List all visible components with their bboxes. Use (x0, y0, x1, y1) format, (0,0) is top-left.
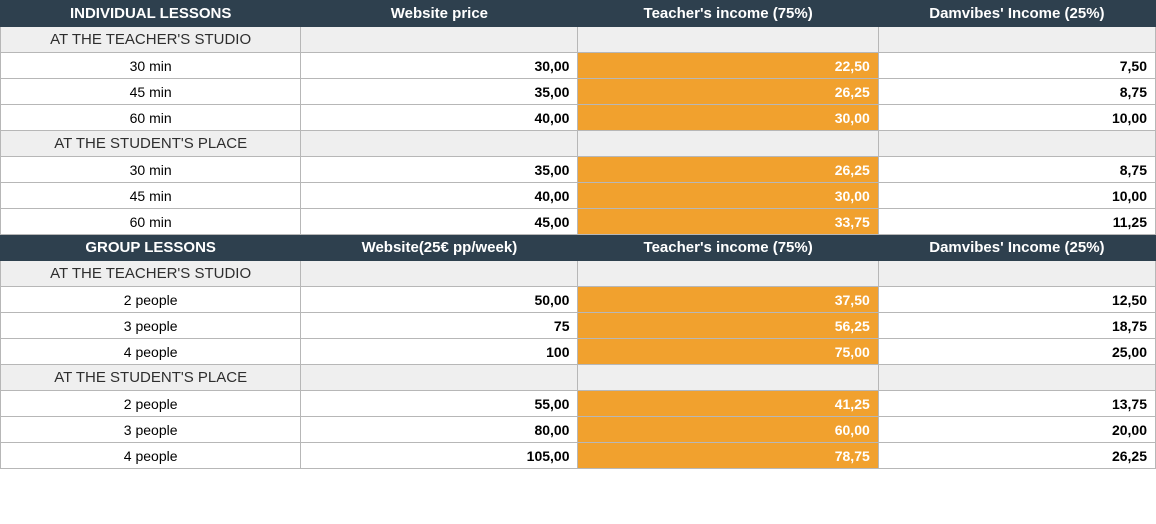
teacher-income-cell: 30,00 (578, 105, 878, 131)
row-label: 3 people (1, 417, 301, 443)
damvibes-income-cell: 10,00 (878, 183, 1155, 209)
row-label: 2 people (1, 287, 301, 313)
damvibes-income-cell: 8,75 (878, 157, 1155, 183)
section-label: AT THE STUDENT'S PLACE (1, 131, 301, 157)
damvibes-income-cell: 10,00 (878, 105, 1155, 131)
damvibes-income-cell: 25,00 (878, 339, 1155, 365)
price-cell: 35,00 (301, 79, 578, 105)
table-row: 2 people 55,00 41,25 13,75 (1, 391, 1156, 417)
blank-cell (301, 261, 578, 287)
table-row: 30 min 35,00 26,25 8,75 (1, 157, 1156, 183)
table-row: 45 min 40,00 30,00 10,00 (1, 183, 1156, 209)
teacher-income-cell: 26,25 (578, 157, 878, 183)
blank-cell (878, 261, 1155, 287)
blank-cell (578, 261, 878, 287)
price-cell: 100 (301, 339, 578, 365)
teacher-income-cell: 26,25 (578, 79, 878, 105)
blank-cell (301, 131, 578, 157)
table-row: 60 min 40,00 30,00 10,00 (1, 105, 1156, 131)
table-row: 45 min 35,00 26,25 8,75 (1, 79, 1156, 105)
blank-cell (301, 365, 578, 391)
damvibes-income-cell: 26,25 (878, 443, 1155, 469)
price-cell: 105,00 (301, 443, 578, 469)
damvibes-income-cell: 12,50 (878, 287, 1155, 313)
table-row: 3 people 80,00 60,00 20,00 (1, 417, 1156, 443)
header-individual: INDIVIDUAL LESSONS Website price Teacher… (1, 1, 1156, 27)
header-cell: Teacher's income (75%) (578, 235, 878, 261)
section-label: AT THE TEACHER'S STUDIO (1, 261, 301, 287)
blank-cell (878, 131, 1155, 157)
header-cell: Damvibes' Income (25%) (878, 1, 1155, 27)
teacher-income-cell: 41,25 (578, 391, 878, 417)
section-teacher-studio: AT THE TEACHER'S STUDIO (1, 27, 1156, 53)
blank-cell (301, 27, 578, 53)
blank-cell (578, 365, 878, 391)
section-label: AT THE TEACHER'S STUDIO (1, 27, 301, 53)
table-row: 2 people 50,00 37,50 12,50 (1, 287, 1156, 313)
blank-cell (878, 365, 1155, 391)
damvibes-income-cell: 20,00 (878, 417, 1155, 443)
table-row: 60 min 45,00 33,75 11,25 (1, 209, 1156, 235)
row-label: 2 people (1, 391, 301, 417)
price-cell: 50,00 (301, 287, 578, 313)
pricing-table-container: INDIVIDUAL LESSONS Website price Teacher… (0, 0, 1156, 469)
row-label: 45 min (1, 79, 301, 105)
header-cell: INDIVIDUAL LESSONS (1, 1, 301, 27)
header-cell: Website(25€ pp/week) (301, 235, 578, 261)
teacher-income-cell: 78,75 (578, 443, 878, 469)
blank-cell (578, 131, 878, 157)
teacher-income-cell: 33,75 (578, 209, 878, 235)
row-label: 45 min (1, 183, 301, 209)
row-label: 4 people (1, 443, 301, 469)
price-cell: 40,00 (301, 105, 578, 131)
table-row: 30 min 30,00 22,50 7,50 (1, 53, 1156, 79)
row-label: 60 min (1, 209, 301, 235)
teacher-income-cell: 22,50 (578, 53, 878, 79)
header-cell: Teacher's income (75%) (578, 1, 878, 27)
section-student-place: AT THE STUDENT'S PLACE (1, 131, 1156, 157)
blank-cell (878, 27, 1155, 53)
teacher-income-cell: 30,00 (578, 183, 878, 209)
header-cell: Website price (301, 1, 578, 27)
damvibes-income-cell: 11,25 (878, 209, 1155, 235)
table-row: 4 people 100 75,00 25,00 (1, 339, 1156, 365)
teacher-income-cell: 56,25 (578, 313, 878, 339)
table-row: 3 people 75 56,25 18,75 (1, 313, 1156, 339)
pricing-table: INDIVIDUAL LESSONS Website price Teacher… (0, 0, 1156, 469)
header-group: GROUP LESSONS Website(25€ pp/week) Teach… (1, 235, 1156, 261)
section-student-place: AT THE STUDENT'S PLACE (1, 365, 1156, 391)
section-label: AT THE STUDENT'S PLACE (1, 365, 301, 391)
price-cell: 55,00 (301, 391, 578, 417)
teacher-income-cell: 60,00 (578, 417, 878, 443)
damvibes-income-cell: 8,75 (878, 79, 1155, 105)
price-cell: 35,00 (301, 157, 578, 183)
price-cell: 80,00 (301, 417, 578, 443)
row-label: 4 people (1, 339, 301, 365)
price-cell: 45,00 (301, 209, 578, 235)
row-label: 60 min (1, 105, 301, 131)
price-cell: 40,00 (301, 183, 578, 209)
row-label: 3 people (1, 313, 301, 339)
row-label: 30 min (1, 53, 301, 79)
teacher-income-cell: 37,50 (578, 287, 878, 313)
blank-cell (578, 27, 878, 53)
header-cell: GROUP LESSONS (1, 235, 301, 261)
section-teacher-studio: AT THE TEACHER'S STUDIO (1, 261, 1156, 287)
header-cell: Damvibes' Income (25%) (878, 235, 1155, 261)
price-cell: 75 (301, 313, 578, 339)
damvibes-income-cell: 18,75 (878, 313, 1155, 339)
damvibes-income-cell: 7,50 (878, 53, 1155, 79)
teacher-income-cell: 75,00 (578, 339, 878, 365)
damvibes-income-cell: 13,75 (878, 391, 1155, 417)
price-cell: 30,00 (301, 53, 578, 79)
row-label: 30 min (1, 157, 301, 183)
table-row: 4 people 105,00 78,75 26,25 (1, 443, 1156, 469)
